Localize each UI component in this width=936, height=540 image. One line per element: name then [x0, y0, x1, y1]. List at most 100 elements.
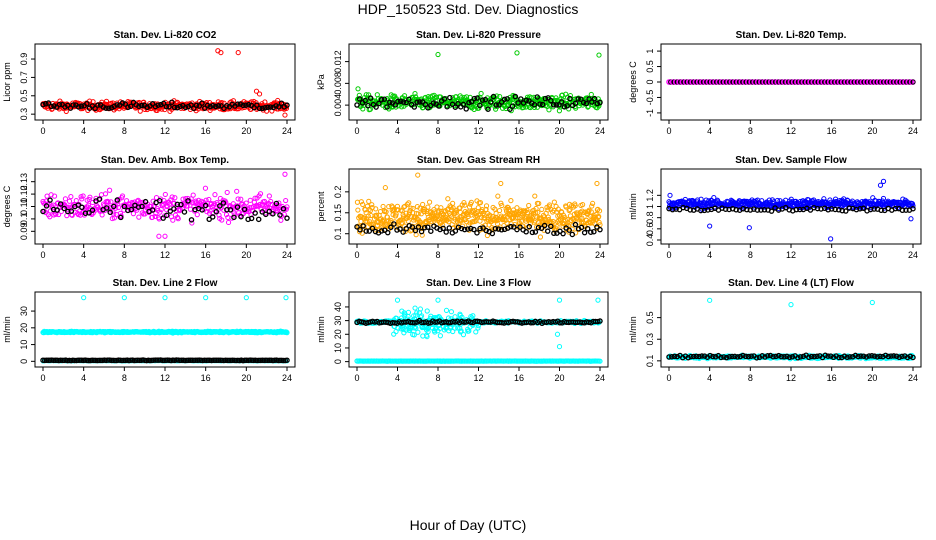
x-tick-label: 4 — [395, 126, 400, 136]
data-point — [413, 325, 419, 331]
data-point — [879, 79, 885, 85]
y-tick-label: 0.12 — [19, 185, 29, 203]
x-tick-label: 8 — [122, 373, 127, 383]
x-tick-label: 24 — [282, 126, 292, 136]
data-point — [86, 196, 92, 203]
panel-4: Stan. Dev. Amb. Box Temp.degrees C0 4 8 12 1… — [2, 155, 296, 260]
data-point — [495, 193, 501, 199]
data-point — [209, 214, 216, 220]
data-point — [887, 79, 893, 85]
data-point — [825, 79, 831, 85]
data-point — [89, 207, 96, 213]
data-point — [440, 222, 446, 228]
data-point — [546, 107, 552, 113]
data-point — [761, 79, 767, 85]
data-point — [452, 104, 459, 110]
data-point — [273, 200, 280, 207]
data-point — [362, 97, 368, 104]
data-point — [492, 206, 498, 212]
data-point — [215, 103, 222, 109]
data-point — [110, 209, 116, 215]
data-point — [542, 95, 549, 102]
data-point — [138, 102, 145, 109]
data-point — [805, 79, 811, 85]
data-point — [754, 79, 761, 85]
data-point — [412, 227, 419, 234]
data-point — [531, 104, 538, 110]
data-point — [164, 212, 170, 219]
data-point — [398, 326, 404, 332]
data-point — [199, 207, 205, 213]
data-point — [843, 79, 849, 85]
data-point — [594, 180, 600, 187]
data-point — [588, 209, 594, 215]
data-point — [436, 103, 442, 109]
y-axis-label: ml/min — [628, 193, 638, 220]
data-point — [754, 207, 761, 213]
data-point — [704, 79, 710, 85]
data-point — [75, 104, 82, 110]
data-point — [535, 209, 541, 216]
data-point — [860, 205, 867, 212]
data-point — [257, 191, 264, 197]
data-point — [895, 79, 901, 85]
x-tick-label: 4 — [707, 373, 712, 383]
data-point — [276, 200, 282, 206]
data-point — [193, 102, 200, 109]
data-point — [259, 105, 266, 112]
data-point — [152, 103, 159, 110]
data-point — [426, 199, 433, 205]
data-point — [51, 103, 57, 109]
data-point — [443, 229, 449, 235]
data-point — [559, 99, 565, 105]
data-point — [66, 198, 73, 204]
data-point — [202, 185, 209, 191]
data-point — [779, 79, 785, 85]
data-point — [376, 100, 382, 107]
data-point — [817, 79, 823, 85]
data-point — [846, 79, 852, 85]
y-tick-label: 30 — [333, 316, 343, 326]
data-point — [47, 214, 53, 220]
data-point — [471, 226, 477, 233]
data-point — [690, 79, 697, 85]
data-point — [672, 79, 679, 85]
data-point — [885, 79, 892, 85]
data-point — [190, 192, 196, 198]
x-tick-label: 0 — [354, 373, 359, 383]
data-point — [139, 210, 145, 216]
data-point — [892, 205, 899, 212]
y-axis-label: degrees C — [2, 185, 12, 227]
data-point — [777, 79, 783, 85]
data-point — [782, 79, 788, 85]
x-tick-label: 20 — [554, 126, 564, 136]
data-point — [238, 196, 244, 202]
x-tick-label: 8 — [435, 126, 440, 136]
y-tick-label: 0.09 — [19, 223, 29, 241]
data-point — [268, 198, 274, 205]
y-tick-label: 0.1 — [333, 227, 343, 240]
data-point — [559, 92, 565, 98]
data-point — [401, 93, 408, 99]
y-tick-label: 0.6 — [645, 223, 655, 236]
data-point — [182, 104, 189, 111]
data-point — [104, 198, 111, 204]
data-point — [162, 295, 168, 301]
x-tick-label: 16 — [201, 250, 211, 260]
data-point — [509, 103, 516, 109]
x-tick-label: 20 — [241, 250, 251, 260]
data-point — [597, 358, 603, 364]
data-point — [247, 197, 253, 203]
y-tick-label: 1.2 — [645, 189, 655, 202]
data-point — [702, 79, 708, 85]
data-point — [523, 229, 529, 235]
data-point — [595, 297, 601, 303]
data-point — [235, 49, 241, 56]
data-point — [556, 297, 563, 303]
data-point — [820, 79, 826, 85]
data-point — [219, 100, 225, 106]
x-tick-label: 16 — [201, 126, 211, 136]
data-point — [793, 206, 800, 213]
data-point — [681, 79, 687, 85]
